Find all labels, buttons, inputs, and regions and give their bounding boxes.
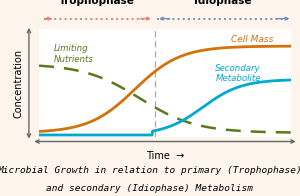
Text: Cell Mass: Cell Mass xyxy=(230,35,273,44)
Text: and secondary (Idiophase) Metabolism: and secondary (Idiophase) Metabolism xyxy=(46,184,253,193)
Text: Limiting
Nutrients: Limiting Nutrients xyxy=(54,44,94,64)
Text: Idiophase: Idiophase xyxy=(194,0,252,6)
Text: Concentration: Concentration xyxy=(14,49,24,118)
Text: Trophophase: Trophophase xyxy=(59,0,135,6)
Text: Time  →: Time → xyxy=(146,151,184,161)
Text: Microbial Growth in relation to primary (Trophophase): Microbial Growth in relation to primary … xyxy=(0,166,300,175)
Text: Secondary
Metabolite: Secondary Metabolite xyxy=(215,64,261,83)
